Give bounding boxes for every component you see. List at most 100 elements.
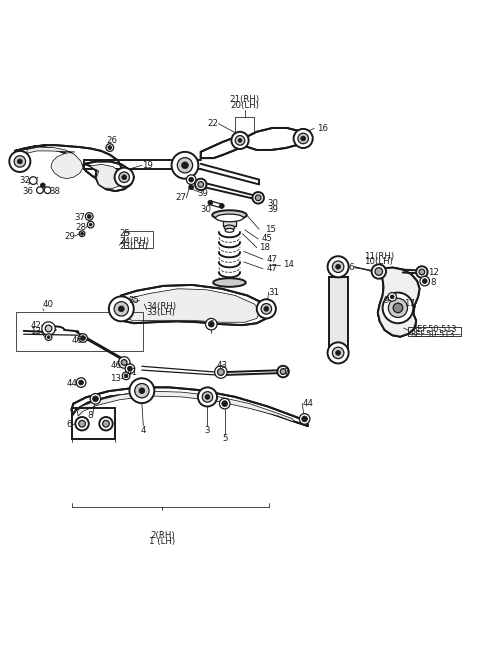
- Text: REF.50-513: REF.50-513: [412, 325, 456, 334]
- Circle shape: [375, 268, 383, 276]
- Circle shape: [261, 304, 272, 314]
- Bar: [328, 277, 348, 353]
- Text: 39: 39: [197, 190, 208, 199]
- Circle shape: [103, 420, 109, 427]
- Text: 5: 5: [222, 434, 228, 443]
- Circle shape: [119, 172, 130, 182]
- Bar: [124, 231, 153, 247]
- Circle shape: [124, 374, 128, 378]
- Text: 8: 8: [431, 277, 436, 287]
- Circle shape: [231, 132, 249, 149]
- Circle shape: [93, 396, 98, 401]
- Circle shape: [327, 256, 348, 277]
- Circle shape: [9, 151, 30, 172]
- Circle shape: [255, 195, 261, 201]
- Text: 8: 8: [87, 411, 93, 420]
- Polygon shape: [27, 147, 83, 178]
- Circle shape: [298, 133, 309, 144]
- Circle shape: [393, 303, 403, 313]
- Bar: [408, 327, 461, 336]
- Circle shape: [122, 372, 130, 380]
- Circle shape: [252, 192, 264, 203]
- Circle shape: [390, 295, 394, 298]
- Circle shape: [294, 129, 313, 148]
- Text: 36: 36: [22, 187, 33, 196]
- Text: REF.50-513: REF.50-513: [410, 330, 454, 338]
- Polygon shape: [77, 391, 294, 422]
- Circle shape: [219, 398, 230, 409]
- Text: 21(RH): 21(RH): [230, 95, 260, 104]
- Text: 27: 27: [175, 194, 186, 202]
- Circle shape: [235, 136, 245, 145]
- Circle shape: [47, 336, 50, 338]
- Circle shape: [205, 394, 210, 400]
- Text: 11(RH): 11(RH): [364, 251, 395, 260]
- Circle shape: [416, 266, 428, 277]
- Circle shape: [336, 350, 340, 356]
- Circle shape: [79, 380, 84, 385]
- Circle shape: [222, 401, 228, 407]
- Text: 46: 46: [110, 361, 121, 370]
- Circle shape: [108, 146, 112, 150]
- Circle shape: [29, 176, 37, 184]
- Polygon shape: [201, 138, 245, 158]
- Circle shape: [388, 298, 408, 318]
- Text: 26: 26: [106, 136, 117, 145]
- Ellipse shape: [212, 211, 247, 220]
- Text: 4: 4: [141, 426, 146, 435]
- Circle shape: [205, 318, 217, 330]
- Circle shape: [44, 187, 51, 194]
- Text: 47: 47: [266, 264, 277, 273]
- Polygon shape: [125, 289, 260, 322]
- Text: 6: 6: [208, 320, 214, 329]
- Circle shape: [45, 325, 52, 332]
- Polygon shape: [120, 285, 270, 325]
- Polygon shape: [242, 128, 306, 150]
- Circle shape: [208, 321, 214, 327]
- Circle shape: [422, 279, 427, 283]
- Circle shape: [87, 215, 91, 218]
- Text: 45: 45: [262, 234, 273, 243]
- Circle shape: [420, 276, 430, 286]
- Bar: [334, 265, 342, 277]
- Text: 29: 29: [64, 232, 75, 241]
- Circle shape: [119, 306, 124, 312]
- Text: 46: 46: [72, 337, 83, 346]
- Circle shape: [115, 168, 134, 187]
- Text: 28: 28: [75, 223, 86, 232]
- Text: 30: 30: [268, 199, 279, 208]
- Circle shape: [85, 213, 93, 220]
- Circle shape: [332, 347, 344, 359]
- Bar: [16, 312, 143, 351]
- Circle shape: [219, 203, 224, 209]
- Circle shape: [90, 394, 101, 404]
- Text: 18: 18: [259, 243, 270, 252]
- Circle shape: [372, 264, 386, 279]
- Text: 7: 7: [283, 367, 288, 377]
- Text: 31: 31: [269, 287, 280, 297]
- Circle shape: [195, 178, 206, 190]
- Text: 25: 25: [119, 229, 130, 237]
- Polygon shape: [373, 268, 420, 337]
- Circle shape: [208, 200, 213, 205]
- Polygon shape: [89, 164, 123, 188]
- Text: 17: 17: [404, 298, 415, 308]
- Circle shape: [79, 334, 87, 342]
- Circle shape: [215, 366, 227, 379]
- Circle shape: [128, 366, 132, 371]
- Circle shape: [76, 378, 86, 387]
- Circle shape: [130, 379, 155, 403]
- Text: 15: 15: [265, 225, 276, 234]
- Circle shape: [81, 336, 85, 340]
- Circle shape: [119, 357, 130, 368]
- Circle shape: [332, 261, 344, 272]
- Text: 10(LH): 10(LH): [364, 256, 393, 266]
- Circle shape: [122, 175, 127, 180]
- Circle shape: [79, 420, 85, 427]
- Circle shape: [40, 183, 45, 188]
- Text: 19: 19: [142, 161, 153, 170]
- Ellipse shape: [216, 214, 243, 222]
- Polygon shape: [84, 161, 134, 191]
- Circle shape: [300, 414, 310, 424]
- Text: 34(RH): 34(RH): [147, 302, 177, 311]
